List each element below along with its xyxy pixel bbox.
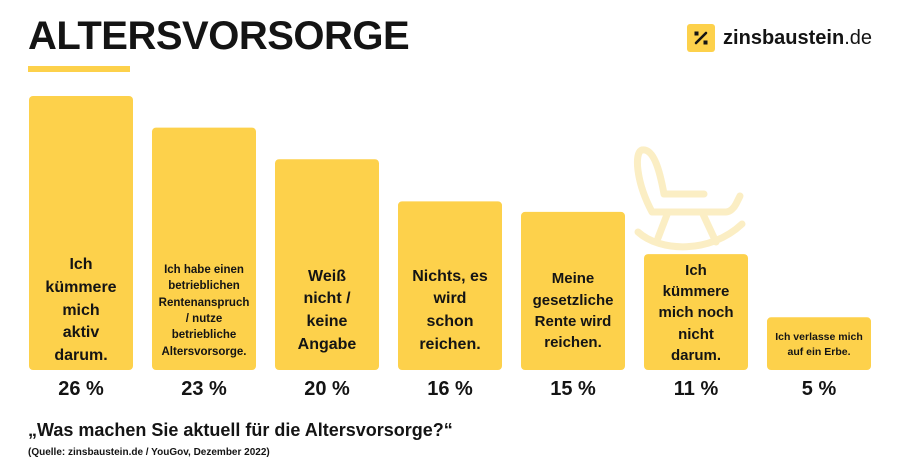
- bar-category-label: Ich kümmere mich noch nicht darum.: [658, 261, 734, 364]
- title-underline: [28, 66, 130, 72]
- bar-value-label: 11 %: [673, 378, 719, 400]
- bar-category-label: Ich habe einen betrieblichen Rentenanspr…: [158, 264, 250, 358]
- bar-value-label: 16 %: [427, 378, 473, 400]
- percent-slash-icon: [687, 24, 716, 52]
- bar-category-label: Ich verlasse mich auf ein Erbe.: [775, 330, 863, 358]
- bar: [275, 159, 379, 370]
- bar-value-label: 15 %: [550, 378, 596, 400]
- survey-question: „Was machen Sie aktuell für die Altersvo…: [28, 420, 453, 440]
- bar-category-label: Weiß nicht / keine Angabe: [297, 267, 357, 353]
- bar-category-label: Meine gesetzliche Rente wird reichen.: [532, 270, 614, 352]
- bar: [521, 211, 625, 370]
- bar-value-label: 5 %: [801, 378, 837, 400]
- chart-title: ALTERSVORSORGE: [28, 14, 410, 58]
- rocking-chair-icon: [633, 146, 746, 251]
- bar: [644, 254, 748, 370]
- logo-name: zinsbaustein: [723, 26, 845, 49]
- bar-category-label: Ich kümmere mich aktiv darum.: [45, 256, 117, 365]
- source-note: (Quelle: zinsbaustein.de / YouGov, Dezem…: [28, 447, 270, 458]
- bar: [29, 96, 133, 370]
- logo-text: zinsbaustein.de: [723, 27, 872, 50]
- bar: [767, 317, 871, 370]
- bar: [152, 127, 256, 370]
- bar-value-label: 23 %: [181, 378, 227, 400]
- bar: [398, 201, 502, 370]
- brand-logo: zinsbaustein.de: [687, 24, 872, 52]
- logo-tld: .de: [844, 26, 872, 49]
- bar-value-label: 26 %: [58, 378, 104, 400]
- bar-category-label: Nichts, es wird schon reichen.: [412, 267, 488, 353]
- bar-value-label: 20 %: [304, 378, 350, 400]
